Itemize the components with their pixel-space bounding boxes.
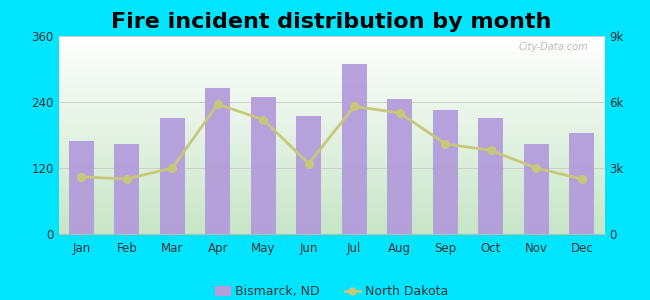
Bar: [114, 144, 139, 234]
Bar: [433, 110, 458, 234]
Bar: [478, 118, 503, 234]
Bar: [569, 133, 594, 234]
Legend: Bismarck, ND, North Dakota: Bismarck, ND, North Dakota: [210, 280, 453, 300]
Bar: [524, 144, 549, 234]
Bar: [296, 116, 321, 234]
Text: City-Data.com: City-Data.com: [519, 42, 588, 52]
Bar: [251, 97, 276, 234]
Bar: [69, 140, 94, 234]
Bar: [342, 64, 367, 234]
Bar: [387, 99, 412, 234]
Title: Fire incident distribution by month: Fire incident distribution by month: [111, 12, 552, 32]
Bar: [205, 88, 230, 234]
Bar: [160, 118, 185, 234]
